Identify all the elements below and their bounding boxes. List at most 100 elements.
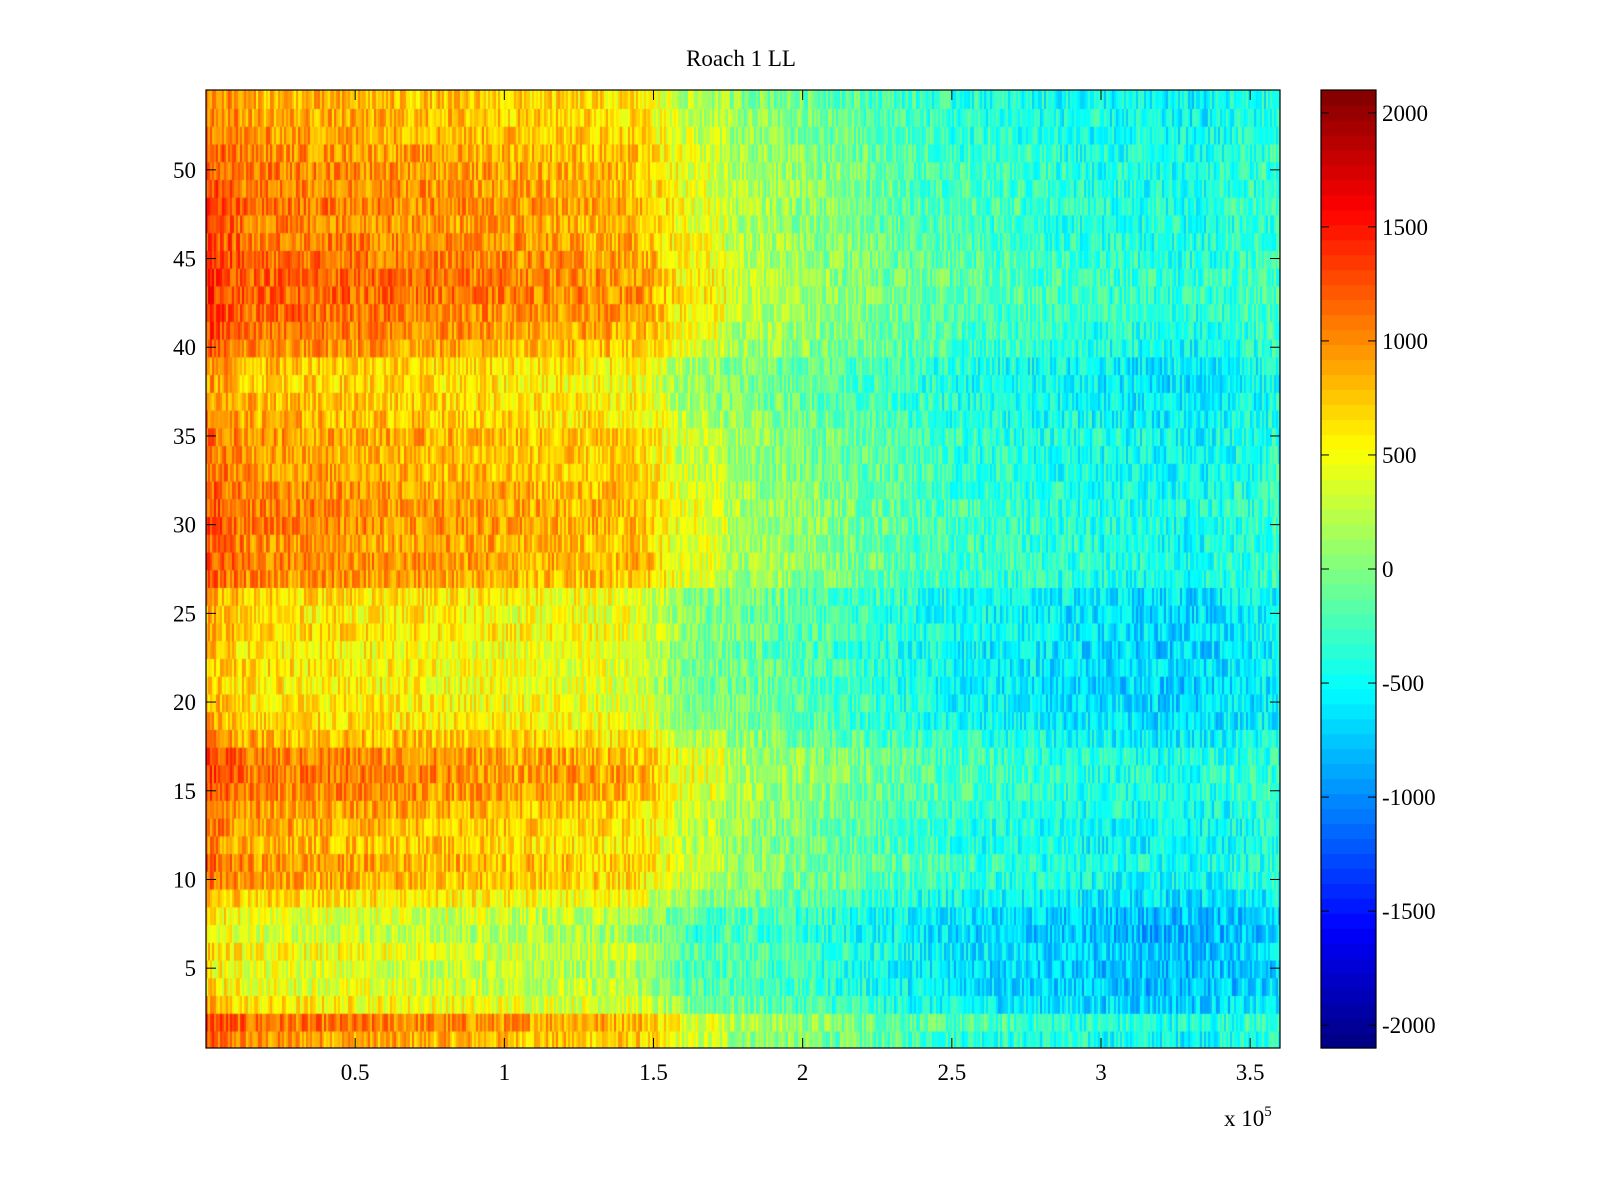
colorbar-tick-label: 2000 xyxy=(1382,101,1428,126)
heatmap-image xyxy=(206,90,1280,1048)
colorbar-tick-label: -500 xyxy=(1382,671,1424,696)
colorbar-band xyxy=(1321,778,1376,795)
colorbar-band xyxy=(1321,688,1376,705)
y-tick-label: 50 xyxy=(173,158,196,183)
colorbar xyxy=(1321,90,1376,1049)
colorbar-band xyxy=(1321,284,1376,301)
colorbar-band xyxy=(1321,149,1376,166)
colorbar-tick-label: 1500 xyxy=(1382,215,1428,240)
colorbar-band xyxy=(1321,613,1376,630)
colorbar-band xyxy=(1321,164,1376,181)
colorbar-band xyxy=(1321,748,1376,765)
colorbar-band xyxy=(1321,1003,1376,1019)
colorbar-band xyxy=(1321,1018,1376,1034)
colorbar-band xyxy=(1321,913,1376,929)
colorbar-band xyxy=(1321,119,1376,136)
colorbar-band xyxy=(1321,404,1376,420)
x-tick-label: 2.5 xyxy=(937,1060,966,1085)
colorbar-band xyxy=(1321,299,1376,316)
y-tick-label: 10 xyxy=(173,867,196,892)
colorbar-band xyxy=(1321,329,1376,346)
colorbar-band xyxy=(1321,808,1376,825)
colorbar-band xyxy=(1321,838,1376,855)
colorbar-band xyxy=(1321,389,1376,405)
colorbar-band xyxy=(1321,524,1376,540)
colorbar-band xyxy=(1321,464,1376,480)
colorbar-band xyxy=(1321,643,1376,660)
x-exponent-label: x 105 xyxy=(1224,1104,1272,1131)
colorbar-band xyxy=(1321,554,1376,570)
x-tick-label: 3.5 xyxy=(1236,1060,1265,1085)
colorbar-band xyxy=(1321,374,1376,390)
y-tick-label: 45 xyxy=(173,247,196,272)
x-multiplier-exponent: 5 xyxy=(1264,1104,1272,1120)
y-tick-label: 40 xyxy=(173,335,196,360)
colorbar-band xyxy=(1321,733,1376,750)
colorbar-band xyxy=(1321,134,1376,151)
colorbar-band xyxy=(1321,569,1376,585)
colorbar-tick-label: 1000 xyxy=(1382,329,1428,354)
plot-area-border xyxy=(205,89,1281,1049)
colorbar-band xyxy=(1321,209,1376,226)
colorbar-band xyxy=(1321,239,1376,256)
colorbar-band xyxy=(1321,628,1376,645)
colorbar-band xyxy=(1321,344,1376,361)
colorbar-band xyxy=(1321,314,1376,331)
y-tick-label: 30 xyxy=(173,513,196,538)
y-tick-label: 25 xyxy=(173,601,196,626)
colorbar-tick-label: -1000 xyxy=(1382,785,1436,810)
colorbar-band xyxy=(1321,359,1376,376)
colorbar-tick-label: -2000 xyxy=(1382,1013,1436,1038)
colorbar-band xyxy=(1321,494,1376,510)
colorbar-band xyxy=(1321,509,1376,525)
colorbar-band xyxy=(1321,194,1376,211)
chart-title: Roach 1 LL xyxy=(686,46,796,71)
colorbar-band xyxy=(1321,224,1376,241)
x-tick-label: 1.5 xyxy=(639,1060,668,1085)
y-tick-label: 20 xyxy=(173,690,196,715)
colorbar-band xyxy=(1321,479,1376,495)
colorbar-tick-label: 500 xyxy=(1382,443,1417,468)
colorbar-band xyxy=(1321,583,1376,600)
colorbar-band xyxy=(1321,718,1376,735)
y-tick-label: 15 xyxy=(173,779,196,804)
colorbar-band xyxy=(1321,658,1376,675)
colorbar-band xyxy=(1321,449,1376,465)
colorbar-band xyxy=(1321,598,1376,615)
colorbar-band xyxy=(1321,763,1376,780)
colorbar-band xyxy=(1321,269,1376,286)
colorbar-tick-label: 0 xyxy=(1382,557,1394,582)
x-axis: 0.5 1 1.5 2 2.5 3 3.5 xyxy=(341,90,1265,1085)
colorbar-band xyxy=(1321,853,1376,869)
colorbar-band xyxy=(1321,883,1376,899)
colorbar-band xyxy=(1321,703,1376,720)
colorbar-band xyxy=(1321,434,1376,450)
colorbar-band xyxy=(1321,898,1376,914)
x-tick-label: 0.5 xyxy=(341,1060,370,1085)
colorbar-band xyxy=(1321,943,1376,959)
colorbar-band xyxy=(1321,104,1376,121)
colorbar-band xyxy=(1321,673,1376,690)
y-axis: 5 10 15 20 25 30 35 40 45 50 xyxy=(173,158,1280,981)
colorbar-band xyxy=(1321,1033,1376,1049)
colorbar-band xyxy=(1321,539,1376,555)
colorbar-tick-label: -1500 xyxy=(1382,899,1436,924)
y-tick-label: 5 xyxy=(185,956,197,981)
colorbar-band xyxy=(1321,868,1376,884)
colorbar-band xyxy=(1321,958,1376,974)
x-multiplier-text: x 10 xyxy=(1224,1106,1264,1131)
colorbar-band xyxy=(1321,254,1376,271)
colorbar-band xyxy=(1321,823,1376,840)
colorbar-band xyxy=(1321,793,1376,810)
colorbar-band xyxy=(1321,179,1376,196)
colorbar-band xyxy=(1321,973,1376,989)
colorbar-band xyxy=(1321,928,1376,944)
heatmap-cells xyxy=(206,90,1280,1048)
x-tick-label: 1 xyxy=(499,1060,511,1085)
x-tick-label: 3 xyxy=(1095,1060,1107,1085)
colorbar-axis: 2000 1500 1000 500 0 -500 -1000 -1500 -2000 xyxy=(1321,101,1436,1038)
colorbar-band xyxy=(1321,419,1376,435)
colorbar-band xyxy=(1321,988,1376,1004)
y-tick-label: 35 xyxy=(173,424,196,449)
